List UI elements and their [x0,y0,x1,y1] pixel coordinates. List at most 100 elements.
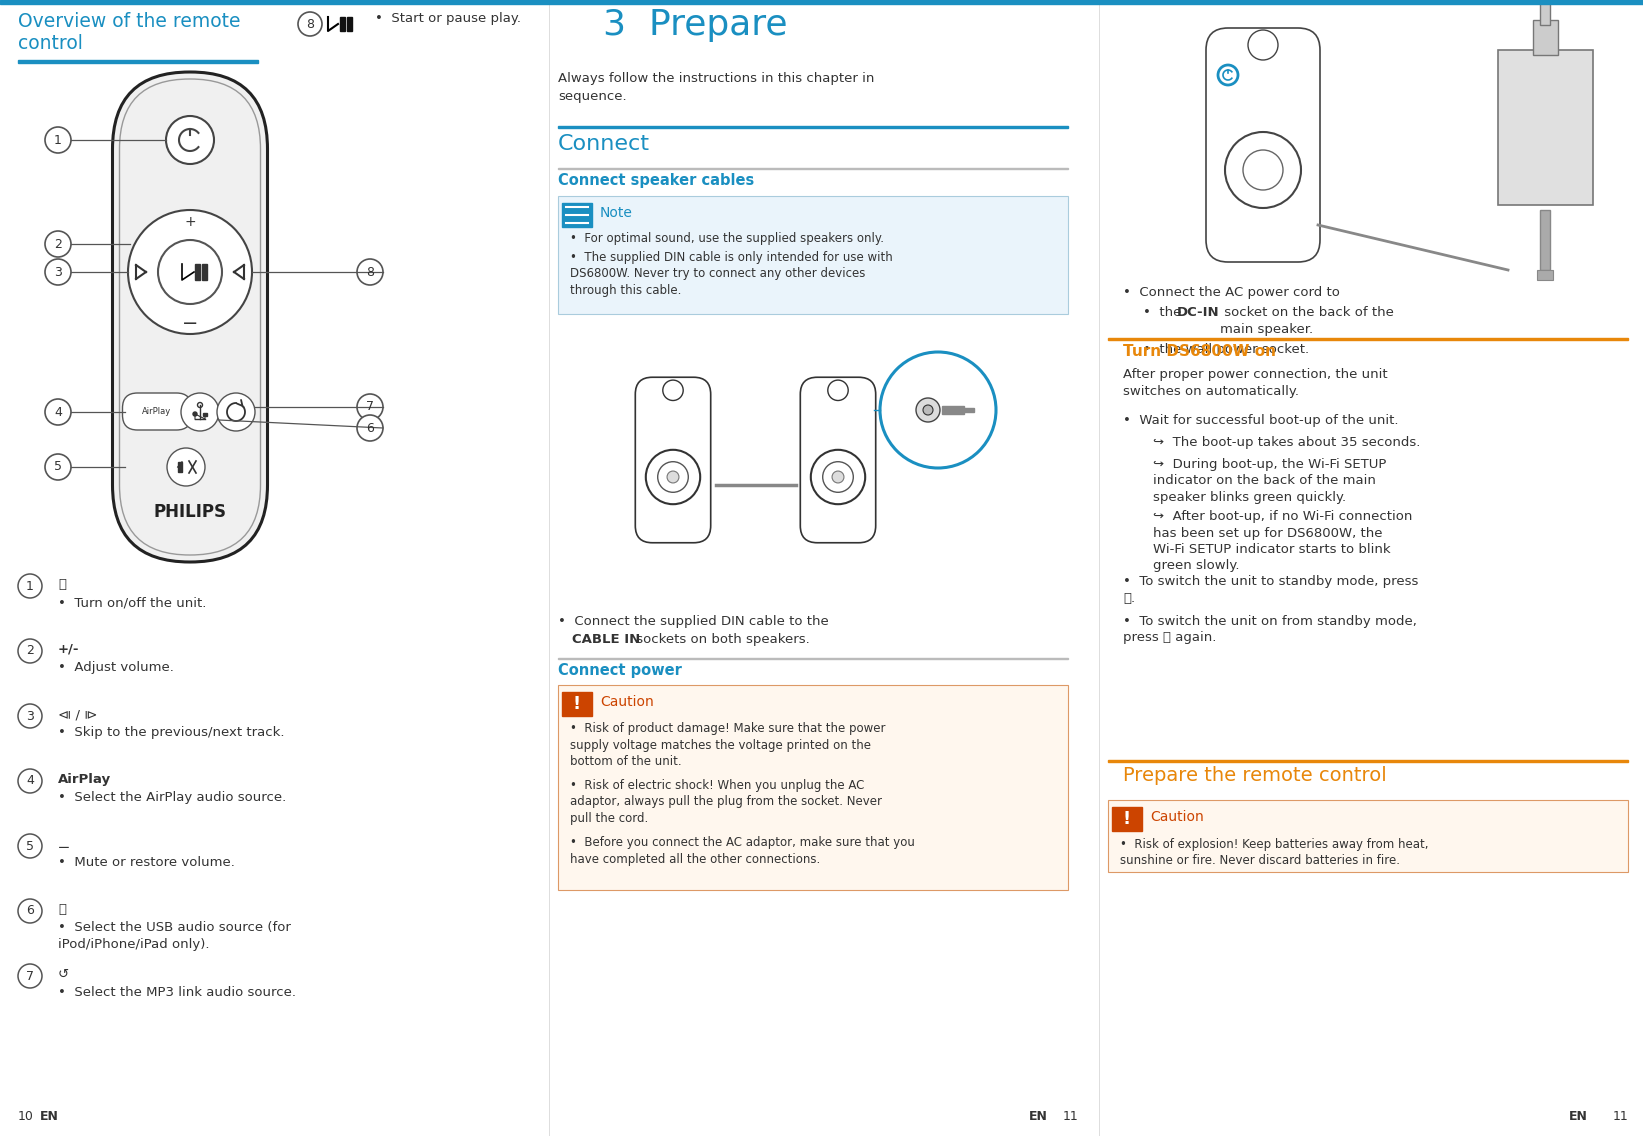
FancyBboxPatch shape [123,393,192,431]
FancyBboxPatch shape [1206,28,1319,262]
Text: 10: 10 [18,1110,35,1124]
Bar [559,685,1068,889]
Circle shape [18,769,43,793]
Bar [347,17,352,31]
Text: ⚊: ⚊ [58,838,71,851]
Circle shape [44,399,71,425]
Text: Connect power: Connect power [559,663,682,678]
Text: 1: 1 [26,579,35,593]
Text: •  Connect the AC power cord to: • Connect the AC power cord to [1124,286,1341,299]
Text: 5: 5 [26,840,35,852]
Circle shape [357,415,383,441]
Text: •  For optimal sound, use the supplied speakers only.: • For optimal sound, use the supplied sp… [570,232,884,245]
Text: •  Risk of explosion! Keep batteries away from heat,
sunshine or fire. Never dis: • Risk of explosion! Keep batteries away… [1121,838,1428,868]
Text: Connect speaker cables: Connect speaker cables [559,173,754,187]
Text: Note: Note [600,206,633,220]
Circle shape [657,461,688,492]
FancyBboxPatch shape [800,377,876,543]
Text: •  Risk of electric shock! When you unplug the AC
adaptor, always pull the plug : • Risk of electric shock! When you unplu… [570,779,882,825]
Bar [1533,20,1558,55]
Text: 2: 2 [54,237,62,251]
Circle shape [181,393,219,431]
Text: ↪  During boot-up, the Wi-Fi SETUP
indicator on the back of the main
speaker bli: ↪ During boot-up, the Wi-Fi SETUP indica… [1153,458,1387,504]
Bar [196,264,200,279]
Circle shape [18,834,43,858]
Text: 3: 3 [26,710,35,722]
Text: •  the: • the [1144,306,1186,319]
Text: !: ! [573,695,582,713]
Circle shape [662,381,683,401]
Text: •  Select the AirPlay audio source.: • Select the AirPlay audio source. [58,791,286,804]
Text: Turn DS6800W on: Turn DS6800W on [1124,344,1277,359]
Text: 7: 7 [26,969,35,983]
Circle shape [667,471,679,483]
Circle shape [128,210,251,334]
Text: •  Turn on/off the unit.: • Turn on/off the unit. [58,596,207,609]
Text: •  Select the USB audio source (for
iPod/iPhone/iPad only).: • Select the USB audio source (for iPod/… [58,921,291,951]
FancyBboxPatch shape [112,72,268,562]
Text: •  Wait for successful boot-up of the unit.: • Wait for successful boot-up of the uni… [1124,414,1398,427]
Bar [177,462,182,471]
Text: !: ! [1122,810,1130,828]
Text: +/-: +/- [58,643,79,655]
Circle shape [828,381,848,401]
Text: 6: 6 [366,421,375,434]
Text: ↺: ↺ [58,968,69,982]
Text: PHILIPS: PHILIPS [153,503,227,521]
Circle shape [831,471,845,483]
Circle shape [1217,65,1237,85]
Text: 7: 7 [366,401,375,414]
Circle shape [18,638,43,663]
Bar [562,692,591,716]
Text: 11: 11 [1063,1110,1078,1124]
Text: EN: EN [39,1110,59,1124]
Text: 4: 4 [26,775,35,787]
Circle shape [810,450,866,504]
Text: control: control [18,34,82,53]
Text: •  The supplied DIN cable is only intended for use with
DS6800W. Never try to co: • The supplied DIN cable is only intende… [570,251,892,296]
Text: 5: 5 [54,460,62,474]
Circle shape [44,127,71,153]
Circle shape [166,116,214,164]
Text: Prepare the remote control: Prepare the remote control [1124,766,1387,785]
Bar [202,264,207,279]
Bar [1107,800,1628,872]
Text: DC-IN: DC-IN [1176,306,1219,319]
Bar [1107,339,1628,340]
Circle shape [217,393,255,431]
Text: ⭤: ⭤ [58,903,66,916]
Text: •  Risk of product damage! Make sure that the power
supply voltage matches the v: • Risk of product damage! Make sure that… [570,722,886,768]
Text: •  the wall power socket.: • the wall power socket. [1144,343,1309,356]
Text: AirPlay: AirPlay [58,772,112,786]
Text: CABLE IN: CABLE IN [572,633,641,646]
Text: Connect: Connect [559,134,651,154]
Bar [1498,50,1594,204]
Text: •  Adjust volume.: • Adjust volume. [58,661,174,674]
Text: 2: 2 [26,644,35,658]
Text: Caution: Caution [600,695,654,709]
Circle shape [646,450,700,504]
Bar [559,197,1068,314]
Text: After proper power connection, the unit
switches on automatically.: After proper power connection, the unit … [1124,368,1388,398]
Circle shape [44,454,71,481]
Bar [1539,210,1549,270]
Text: 11: 11 [1612,1110,1628,1124]
Bar [559,126,1068,128]
Text: AirPlay: AirPlay [141,408,171,417]
Circle shape [44,259,71,285]
Text: •  To switch the unit to standby mode, press
⏻.: • To switch the unit to standby mode, pr… [1124,575,1418,604]
Text: +: + [184,215,196,229]
Circle shape [1244,150,1283,190]
Text: ⏻: ⏻ [58,578,66,591]
Bar [1112,807,1142,832]
Text: •  Start or pause play.: • Start or pause play. [375,12,521,25]
Circle shape [158,240,222,304]
Text: Always follow the instructions in this chapter in
sequence.: Always follow the instructions in this c… [559,72,874,103]
Circle shape [18,899,43,922]
Text: socket on the back of the
main speaker.: socket on the back of the main speaker. [1221,306,1393,336]
Bar [1539,0,1549,25]
Circle shape [44,231,71,257]
Circle shape [1226,132,1301,208]
Text: −: − [182,315,199,334]
Circle shape [357,259,383,285]
